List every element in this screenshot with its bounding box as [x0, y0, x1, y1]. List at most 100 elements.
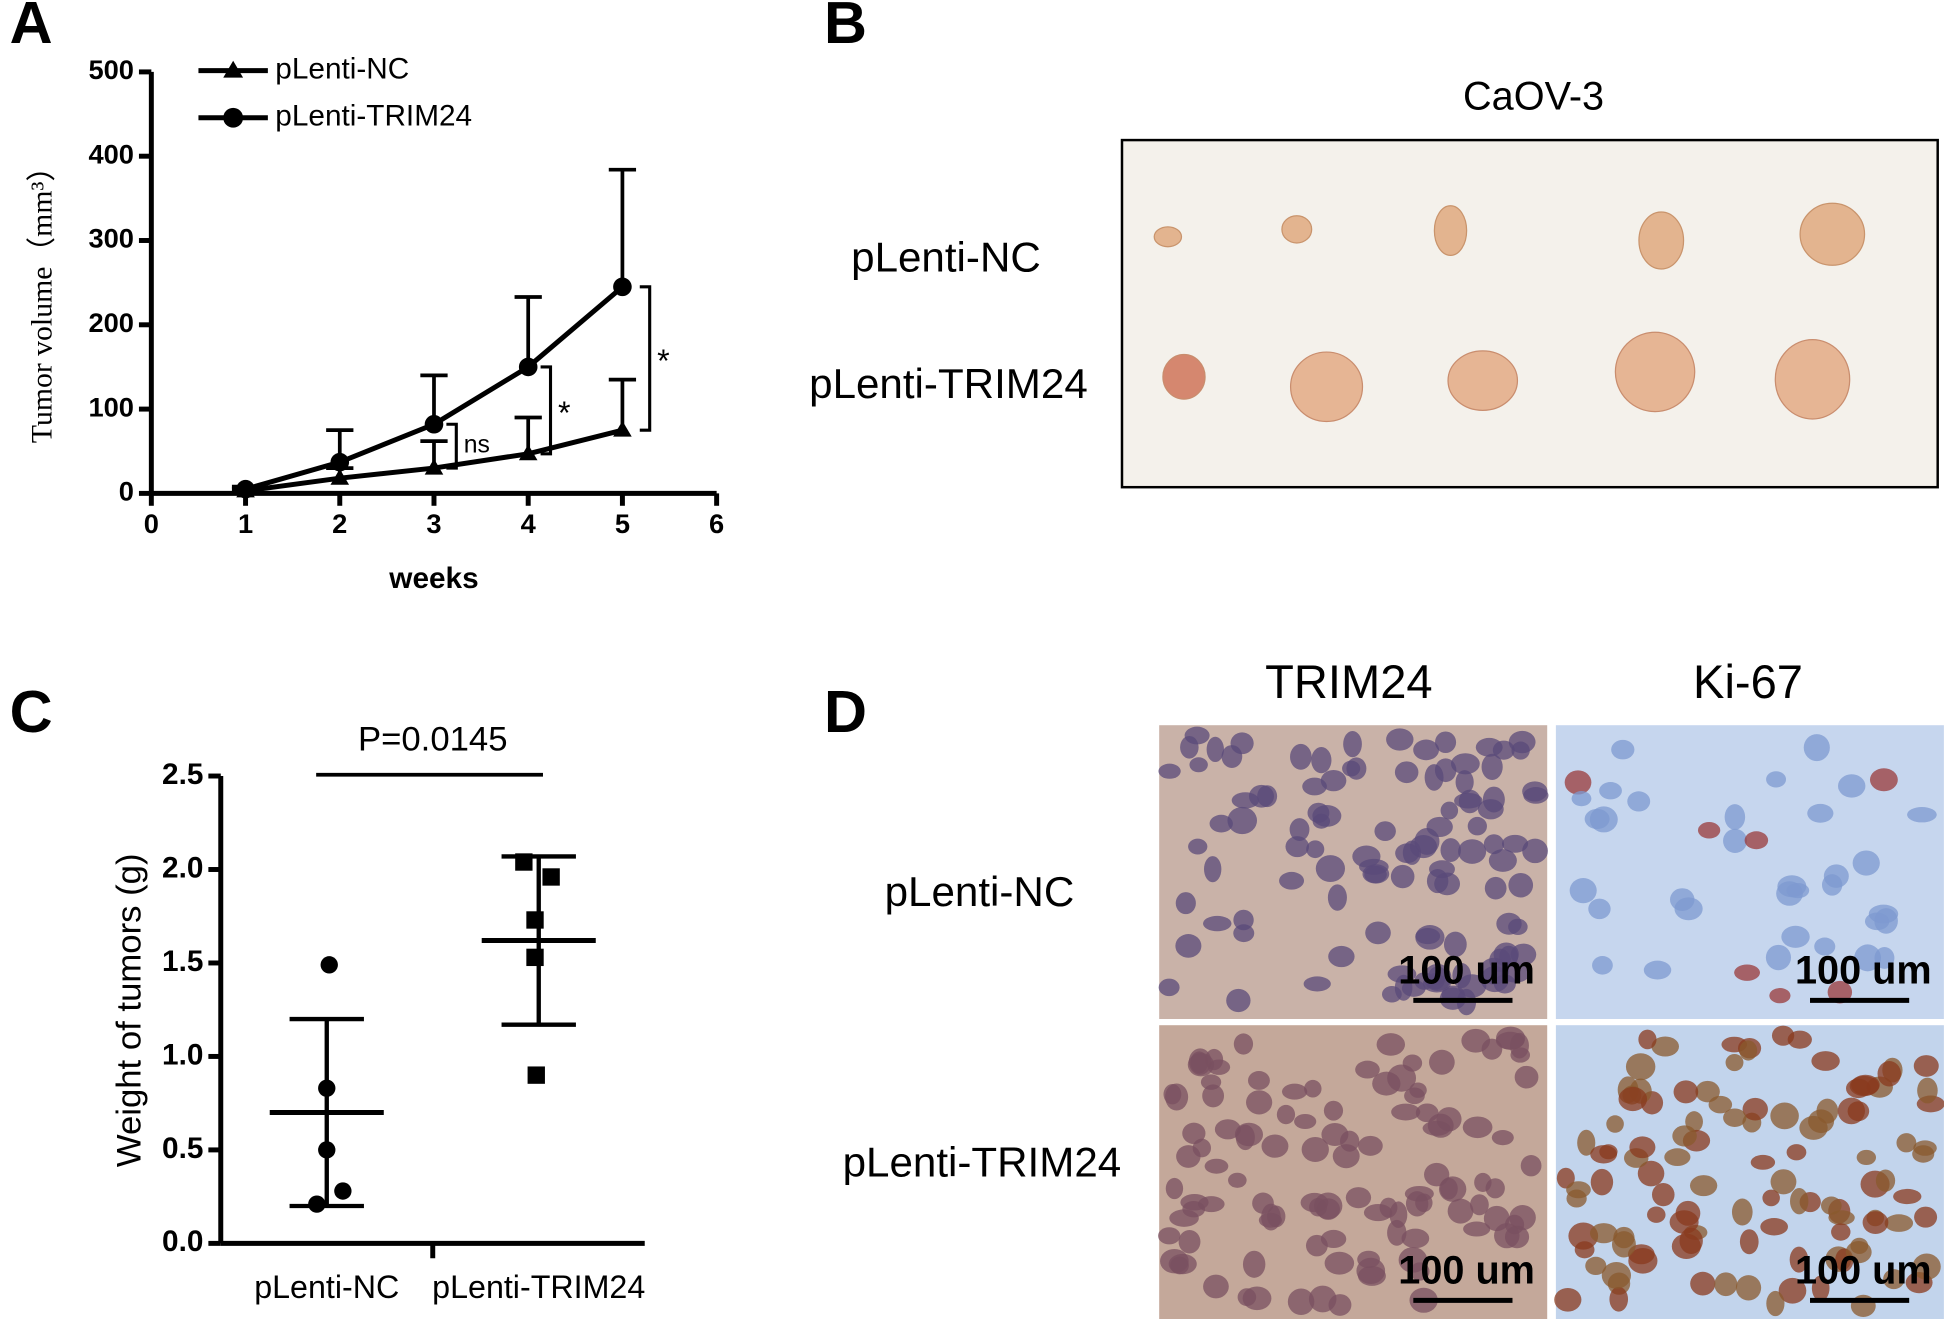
nucleus [1599, 782, 1622, 800]
nucleus [1786, 883, 1810, 899]
nucleus [1501, 834, 1529, 853]
nucleus [1475, 737, 1503, 757]
y-tick-label: 200 [88, 307, 134, 338]
nucleus [1379, 1197, 1398, 1218]
nucleus [1786, 1144, 1807, 1161]
nucleus [1450, 753, 1480, 775]
nucleus [1237, 1288, 1257, 1307]
nucleus [1651, 1183, 1675, 1207]
nucleus [1514, 1065, 1539, 1089]
x-tick-label: 5 [615, 508, 630, 539]
nucleus [1638, 1029, 1657, 1050]
y-tick-label: 500 [88, 54, 134, 85]
nucleus [1320, 1229, 1347, 1249]
nucleus [1913, 1055, 1939, 1077]
nucleus [1202, 1084, 1225, 1108]
significance-bracket [446, 422, 458, 470]
nucleus [1401, 1228, 1430, 1249]
nucleus [1750, 1154, 1776, 1170]
significance-label: ns [464, 432, 490, 459]
nucleus [1413, 739, 1440, 761]
nucleus [1494, 1223, 1520, 1249]
nucleus [1279, 871, 1305, 890]
data-point [613, 277, 632, 297]
nucleus [1854, 944, 1882, 972]
nucleus [1308, 1285, 1337, 1313]
nucleus [1811, 1051, 1840, 1071]
nucleus [1440, 801, 1459, 820]
data-point [424, 458, 444, 475]
nucleus [1158, 1227, 1181, 1245]
data-point [515, 853, 533, 871]
nucleus [1312, 813, 1331, 829]
nucleus [1627, 791, 1651, 812]
nucleus [1522, 781, 1548, 802]
nucleus [1462, 1116, 1493, 1139]
nucleus [1647, 1206, 1666, 1223]
data-point [320, 956, 338, 974]
nucleus [1554, 1287, 1582, 1312]
data-point [424, 414, 444, 434]
nucleus [1625, 1053, 1656, 1081]
nucleus [1697, 822, 1721, 839]
nucleus [1434, 872, 1461, 896]
y-tick-label: 2.5 [162, 758, 203, 791]
column-label: TRIM24 [1265, 655, 1432, 708]
nucleus [1306, 840, 1325, 859]
nucleus [1169, 1209, 1199, 1227]
nucleus [1862, 1211, 1889, 1234]
data-point [330, 468, 350, 485]
nucleus [1637, 1160, 1665, 1187]
nucleus [1382, 985, 1402, 1003]
nucleus [1671, 1233, 1701, 1260]
nucleus [1868, 904, 1899, 924]
nucleus [1556, 1167, 1575, 1189]
nucleus [1180, 735, 1199, 759]
scale-bar-label: 100 um [1795, 1249, 1932, 1293]
nucleus [1481, 1038, 1503, 1060]
nucleus [1629, 1136, 1656, 1159]
nucleus [1387, 965, 1417, 983]
nucleus [1912, 1253, 1941, 1280]
nucleus [1884, 1214, 1914, 1232]
nucleus [1289, 818, 1310, 841]
nucleus [1509, 1205, 1536, 1231]
nucleus [1568, 1222, 1599, 1250]
nucleus [1290, 743, 1312, 770]
nucleus [1760, 1218, 1788, 1236]
nucleus [1762, 1189, 1780, 1207]
nucleus [1500, 964, 1531, 983]
nucleus [1324, 1251, 1355, 1275]
nucleus [1343, 730, 1362, 758]
nucleus [1175, 934, 1202, 958]
nucleus [1739, 1229, 1759, 1255]
nucleus [1771, 1025, 1795, 1046]
nucleus [1714, 1272, 1738, 1297]
y-tick-label: 0.0 [162, 1225, 203, 1258]
nucleus [1723, 1108, 1747, 1128]
nucleus [1315, 855, 1346, 883]
nucleus [1808, 1109, 1835, 1134]
nucleus [1427, 1113, 1454, 1138]
nucleus [1178, 1229, 1201, 1254]
nucleus [1200, 1074, 1222, 1090]
y-tick-label: 300 [88, 223, 134, 254]
x-tick-label: 1 [238, 508, 253, 539]
x-axis-label: weeks [388, 562, 478, 595]
nucleus [1837, 774, 1866, 798]
nucleus [1874, 947, 1895, 969]
nucleus [1394, 761, 1419, 784]
nucleus [1405, 1191, 1429, 1217]
data-point [526, 911, 544, 929]
legend-label: pLenti-NC [275, 53, 409, 86]
nucleus [1302, 777, 1327, 796]
nucleus [1778, 1277, 1807, 1304]
data-point [526, 948, 544, 967]
nucleus [1301, 1136, 1329, 1162]
nucleus [1742, 1097, 1768, 1121]
nucleus [1827, 980, 1853, 1004]
error-bar [514, 295, 542, 367]
nucleus [1807, 803, 1834, 823]
nucleus [1734, 964, 1760, 981]
nucleus [1731, 1198, 1753, 1226]
